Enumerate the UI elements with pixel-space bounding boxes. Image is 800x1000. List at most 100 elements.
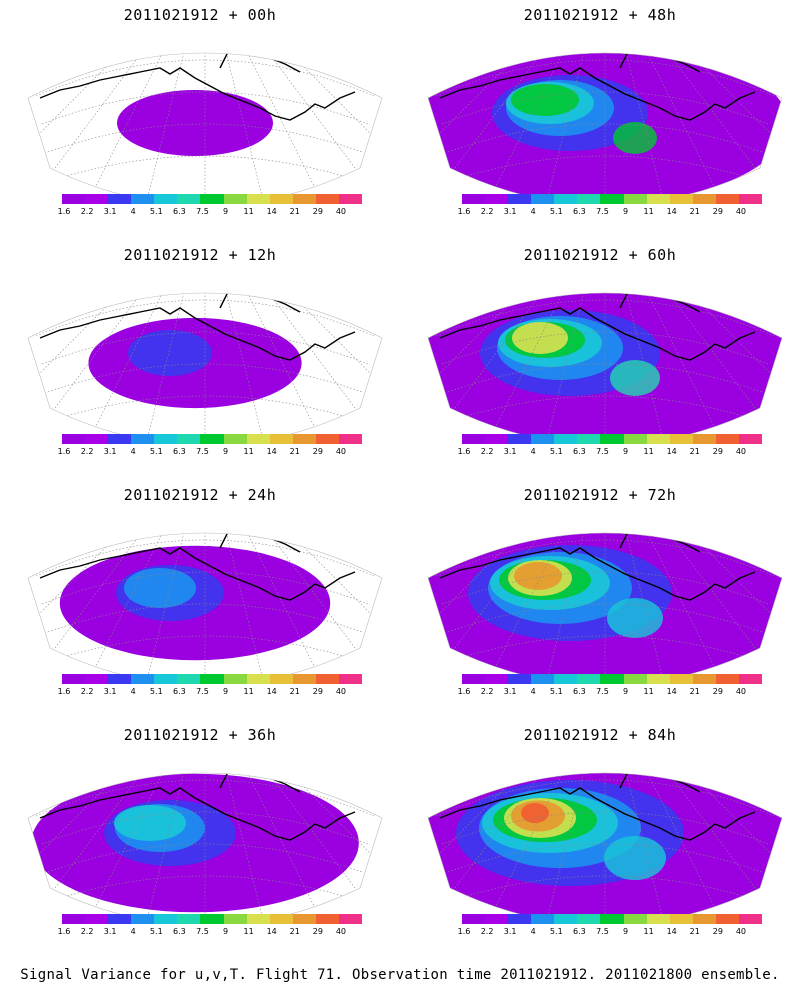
- colorbar-label: 1.6: [57, 687, 71, 696]
- colorbar-label: 2.2: [480, 447, 494, 456]
- variance-contour: [610, 360, 660, 396]
- latitude-line: [447, 843, 763, 873]
- longitude-line: [28, 773, 206, 923]
- colorbar-swatch: [692, 674, 716, 684]
- longitude-line: [84, 773, 206, 923]
- colorbar-swatch: [246, 194, 270, 204]
- colorbar-labels: 1.6 2.2 3.1 4 5.1 6.3 7.5 9 11 14 21 29 40: [58, 687, 362, 697]
- colorbar-swatch: [600, 434, 624, 444]
- colorbar-swatch: [577, 194, 601, 204]
- panel-title: 2011021912 + 36h: [123, 726, 277, 744]
- colorbar-swatch: [338, 914, 363, 924]
- colorbar-swatch: [269, 914, 293, 924]
- colorbar-labels: 1.6 2.2 3.1 4 5.1 6.3 7.5 9 11 14 21 29 40: [458, 687, 762, 697]
- colorbar-label: 14: [666, 927, 677, 936]
- colorbar-label: 14: [266, 687, 277, 696]
- longitude-line: [484, 773, 606, 923]
- variance-contour: [117, 90, 273, 156]
- longitude-line: [604, 53, 782, 203]
- colorbar-label: 40: [335, 687, 347, 696]
- colorbar-swatch: [669, 194, 693, 204]
- colorbar-label: 40: [735, 207, 747, 216]
- colorbar-swatch: [108, 674, 132, 684]
- colorbar-label: 21: [289, 687, 300, 696]
- colorbar-swatch: [738, 914, 763, 924]
- colorbar-swatch: [600, 674, 624, 684]
- variance-contour: [514, 562, 562, 590]
- colorbar-label: 21: [689, 447, 700, 456]
- colorbar-label: 5.1: [149, 927, 163, 936]
- colorbar-swatch: [485, 674, 509, 684]
- colorbar-label: 40: [735, 687, 747, 696]
- colorbar-swatch: [131, 674, 155, 684]
- colorbar-label: 11: [643, 687, 654, 696]
- colorbar: [462, 674, 763, 684]
- colorbar-swatch: [338, 674, 363, 684]
- colorbar-swatch: [177, 674, 201, 684]
- colorbar-label: 4: [130, 927, 136, 936]
- colorbar-label: 14: [266, 447, 277, 456]
- longitude-line: [604, 533, 782, 683]
- colorbar-swatch: [715, 914, 739, 924]
- colorbar-swatch: [623, 914, 647, 924]
- colorbar-swatch: [246, 674, 270, 684]
- colorbar-label: 4: [530, 447, 536, 456]
- longitude-line: [544, 533, 606, 683]
- colorbar-swatch: [154, 914, 178, 924]
- colorbar: [462, 434, 763, 444]
- colorbar: [62, 434, 363, 444]
- figure-caption: Signal Variance for u,v,T. Flight 71. Ob…: [20, 967, 780, 983]
- polar-map: [427, 292, 783, 443]
- polar-map: [27, 532, 383, 683]
- colorbar-label: 7.5: [196, 207, 209, 216]
- longitude-line: [204, 533, 382, 683]
- colorbar-label: 29: [312, 687, 323, 696]
- longitude-line: [428, 533, 606, 683]
- colorbar-label: 11: [643, 447, 654, 456]
- colorbar-swatch: [600, 914, 624, 924]
- longitude-line: [204, 293, 266, 443]
- colorbar-label: 21: [289, 447, 300, 456]
- colorbar-label: 4: [530, 927, 536, 936]
- latitude-line: [453, 395, 757, 421]
- colorbar-swatch: [223, 194, 247, 204]
- panel-title: 2011021912 + 48h: [523, 6, 677, 24]
- colorbar-label: 1.6: [57, 207, 71, 216]
- latitude-line: [47, 843, 363, 873]
- colorbar-label: 6.3: [573, 687, 586, 696]
- coastline: [39, 53, 356, 121]
- latitude-line: [447, 123, 763, 153]
- colorbar-labels: 1.6 2.2 3.1 4 5.1 6.3 7.5 9 11 14 21 29 40: [458, 447, 762, 457]
- variance-contour: [604, 836, 666, 880]
- longitude-line: [204, 53, 266, 203]
- colorbar-swatch: [154, 434, 178, 444]
- colorbar-swatch: [600, 194, 624, 204]
- colorbar-label: 40: [735, 447, 747, 456]
- latitude-line: [53, 395, 357, 421]
- colorbar-label: 2.2: [80, 927, 94, 936]
- coastline: [439, 773, 756, 841]
- colorbar-label: 5.1: [149, 207, 163, 216]
- colorbar-swatch: [200, 914, 224, 924]
- longitude-line: [144, 293, 206, 443]
- colorbar-label: 3.1: [503, 447, 517, 456]
- colorbar-label: 7.5: [196, 447, 209, 456]
- colorbar-label: 9: [222, 447, 229, 456]
- coastline: [39, 533, 356, 601]
- colorbar-swatch: [715, 674, 739, 684]
- colorbar-swatch: [177, 914, 201, 924]
- colorbar-label: 5.1: [149, 687, 163, 696]
- colorbar-swatch: [462, 674, 486, 684]
- panel-title: 2011021912 + 60h: [523, 246, 677, 264]
- longitude-line: [484, 293, 606, 443]
- longitude-line: [604, 533, 726, 683]
- colorbar-label: 21: [689, 687, 700, 696]
- longitude-line: [544, 773, 606, 923]
- forecast-panel: 2011021912 + 00h 1.6 2.2 3.1 4 5.1 6.3 7.5 9 11 14…: [0, 0, 400, 245]
- latitude-line: [53, 155, 357, 181]
- colorbar-swatch: [554, 194, 578, 204]
- colorbar-label: 9: [622, 687, 629, 696]
- colorbar-swatch: [508, 194, 532, 204]
- colorbar: [462, 914, 763, 924]
- colorbar-swatch: [108, 914, 132, 924]
